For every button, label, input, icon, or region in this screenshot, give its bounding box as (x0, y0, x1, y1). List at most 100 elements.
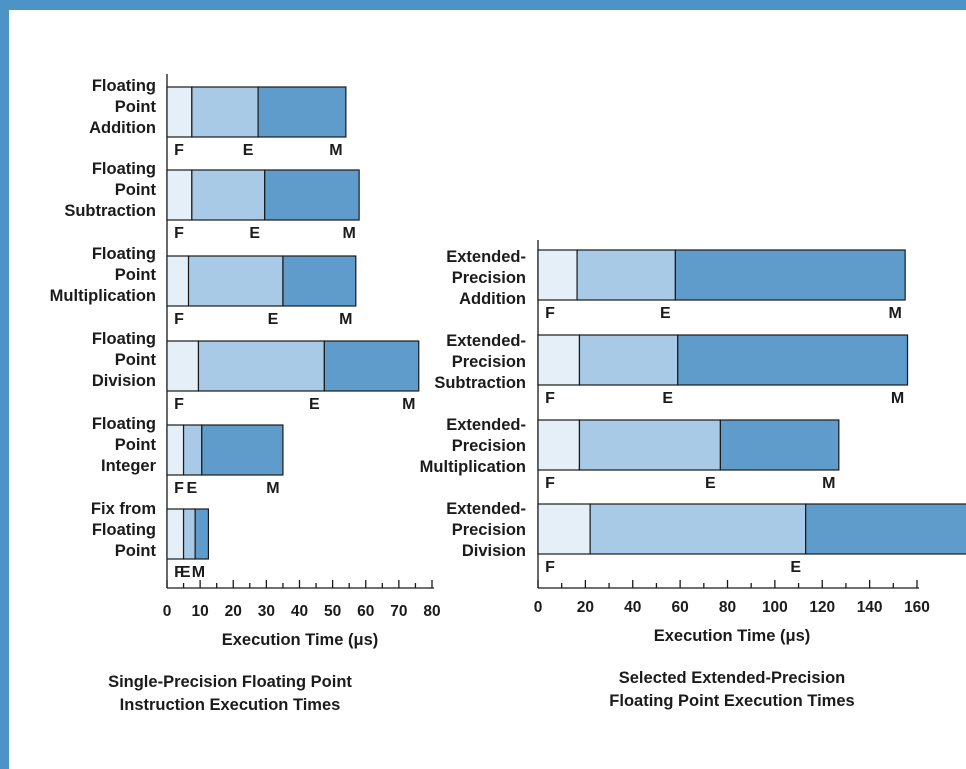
x-tick-label: 20 (225, 603, 242, 620)
segment-label-m: M (329, 142, 342, 159)
segment-label-f: F (545, 390, 555, 407)
category-label: Addition (459, 290, 526, 308)
bar-segment-memory (674, 249, 906, 301)
bar-segment-memory (194, 508, 210, 560)
segment-label-e: E (249, 225, 260, 242)
bar-segment-execute (187, 255, 284, 307)
bar-segment-fetch (166, 424, 185, 476)
segment-label-f: F (174, 142, 184, 159)
chart-2: 0 20 40 60 80 100 120 140 160 Execution Time (μs)… (420, 240, 966, 710)
bar-row: Floating Point Addition F E M (89, 77, 347, 159)
category-label: Point (115, 98, 157, 116)
segment-label-f: F (174, 480, 184, 497)
bar-row: Floating Point Division F E M (92, 330, 420, 413)
category-label: Floating (92, 521, 156, 539)
category-label: Floating (92, 330, 156, 348)
x-tick-label: 50 (324, 603, 341, 620)
category-label: Multiplication (50, 287, 156, 305)
category-label: Subtraction (434, 374, 526, 392)
segment-label-f: F (174, 564, 184, 581)
segment-label-e: E (660, 305, 671, 322)
category-label: Floating (92, 77, 156, 95)
bar-row: Floating Point Multiplication F E M (50, 245, 357, 328)
bar-segment-memory (805, 503, 966, 555)
chart-1: 0 10 20 30 40 50 60 70 80 Execution Time (μs) Sing… (50, 74, 441, 714)
x-tick-label: 60 (672, 599, 689, 616)
segment-label-e: E (790, 559, 801, 576)
bar-row: Extended-PrecisionDivisionFEM (446, 500, 966, 576)
category-label: Extended- (446, 332, 526, 350)
segment-label-e: E (243, 142, 254, 159)
bar-segment-execute (191, 169, 266, 221)
bar-row: Floating Point Integer F E M (92, 415, 284, 497)
x-tick-label: 0 (534, 599, 543, 616)
category-label: Division (462, 542, 526, 560)
category-label: Floating (92, 160, 156, 178)
bar-segment-execute (589, 503, 807, 555)
x-tick-label: 120 (809, 599, 835, 616)
category-label: Floating (92, 415, 156, 433)
segment-label-e: E (268, 311, 279, 328)
bar-row: Fix from Floating Point FE M (91, 500, 210, 581)
segment-label-m: M (402, 396, 415, 413)
segment-label-f: F (174, 311, 184, 328)
x-tick-label: 70 (390, 603, 407, 620)
bar-segment-memory (264, 169, 360, 221)
category-label: Precision (452, 521, 526, 539)
x-tick-label: 60 (357, 603, 374, 620)
segment-label-m: M (891, 390, 904, 407)
bar-segment-fetch (166, 340, 200, 392)
segment-label-e: E (662, 390, 673, 407)
bar-segment-fetch (166, 508, 185, 560)
x-axis-title: Execution Time (μs) (222, 631, 379, 649)
category-label: Precision (452, 353, 526, 371)
bar-segment-execute (576, 249, 676, 301)
x-tick-label: 80 (423, 603, 440, 620)
bar-segment-fetch (166, 255, 190, 307)
bar-segment-memory (282, 255, 357, 307)
category-label: Extended- (446, 500, 526, 518)
x-tick-label: 40 (291, 603, 308, 620)
category-label: Point (115, 351, 157, 369)
bar-segment-fetch (537, 249, 578, 301)
category-label: Precision (452, 437, 526, 455)
segment-label-m: M (192, 564, 205, 581)
bar-segment-execute (197, 340, 325, 392)
segment-label-f: F (174, 396, 184, 413)
bar-segment-execute (578, 419, 721, 471)
bar-row: Floating Point Subtraction F E M (64, 160, 360, 242)
category-label: Point (115, 436, 157, 454)
bar-segment-memory (719, 419, 840, 471)
segment-label-m: M (822, 475, 835, 492)
x-tick-label: 30 (258, 603, 275, 620)
bar-segment-fetch (537, 419, 581, 471)
bar-segment-memory (677, 334, 909, 386)
segment-label-m: M (266, 480, 279, 497)
category-label: Point (115, 181, 157, 199)
chart-caption-line: Selected Extended-Precision (619, 669, 846, 687)
bar-segment-execute (578, 334, 679, 386)
segment-label-f: F (545, 559, 555, 576)
bar-row: Extended- Precision Subtraction F E M (434, 332, 909, 407)
category-label: Floating (92, 245, 156, 263)
category-label: Division (92, 372, 156, 390)
x-axis-title: Execution Time (μs) (654, 627, 811, 645)
bar-segment-execute (182, 508, 196, 560)
bar-segment-fetch (166, 86, 193, 138)
category-label: Extended- (446, 416, 526, 434)
chart-caption-line: Instruction Execution Times (120, 696, 341, 714)
bar-row: Extended- Precision Multiplication F E M (420, 416, 840, 492)
category-label: Multiplication (420, 458, 526, 476)
segment-label-e: E (180, 564, 191, 581)
category-label: Point (115, 266, 157, 284)
segment-label-e: E (309, 396, 320, 413)
chart-caption-line: Floating Point Execution Times (609, 692, 854, 710)
x-tick-label: 40 (624, 599, 641, 616)
bar-segment-fetch (537, 334, 581, 386)
category-label: Integer (101, 457, 157, 475)
bar-segment-execute (191, 86, 259, 138)
chart-caption-line: Single-Precision Floating Point (108, 673, 352, 691)
segment-label-m: M (342, 225, 355, 242)
bar-segment-fetch (537, 503, 591, 555)
